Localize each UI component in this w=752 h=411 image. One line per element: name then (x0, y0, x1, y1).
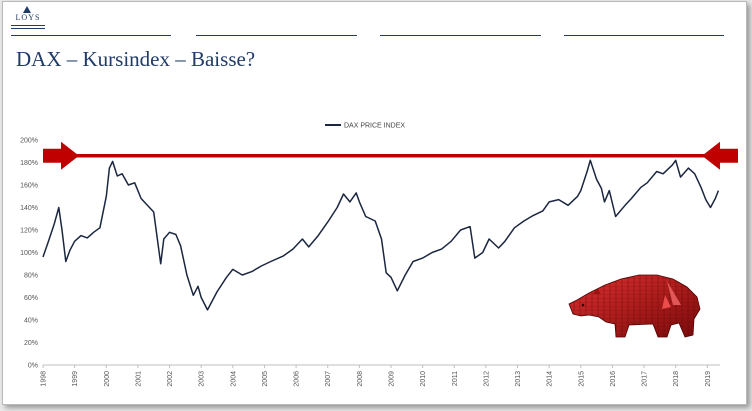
header-rule (564, 35, 724, 36)
slide: LOYS DAX – Kursindex – Baisse? 0% 20% 40% 6… (2, 1, 747, 405)
x-tick-label: 2010 (420, 371, 427, 387)
loys-logo: LOYS (10, 6, 46, 36)
x-tick-label: 2012 (483, 371, 490, 387)
x-tick-label: 2013 (515, 371, 522, 387)
y-tick-label: 140% (20, 205, 38, 212)
logo-line (11, 25, 45, 26)
series-line-dax (42, 159, 720, 311)
bear-icon (568, 274, 701, 338)
y-tick-label: 180% (20, 160, 38, 167)
y-tick-label: 200% (20, 138, 38, 145)
arrow-right-icon (702, 141, 738, 170)
x-tick-label: 2004 (230, 371, 237, 387)
x-tick-label: 2009 (388, 371, 395, 387)
x-tick-label: 2002 (167, 371, 174, 387)
dax-chart: 0% 20% 40% 60% 80% 100% 120% 140% 160% 180% 200% 1… (20, 123, 738, 387)
x-tick-label: 2006 (294, 371, 301, 387)
x-tick-label: 2019 (705, 371, 712, 387)
x-tick-label: 1999 (72, 371, 79, 387)
x-tick-label: 2011 (452, 371, 459, 386)
x-tick-label: 2016 (610, 371, 617, 387)
x-tick-label: 2007 (325, 371, 332, 387)
y-tick-label: 0% (28, 363, 38, 370)
header-rule (11, 35, 171, 36)
header-rule (196, 35, 357, 36)
slide-title: DAX – Kursindex – Baisse? (16, 47, 256, 71)
logo-line (11, 28, 45, 29)
header-rule (380, 35, 541, 36)
y-tick-label: 60% (24, 295, 38, 302)
x-tick-label: 2014 (547, 371, 554, 387)
logo-text: LOYS (15, 13, 41, 22)
y-tick-label: 20% (24, 340, 38, 347)
x-tick-label: 2001 (135, 371, 142, 387)
x-tick-label: 2008 (357, 371, 364, 387)
logo-triangle-icon (23, 6, 31, 13)
y-tick-label: 40% (24, 318, 38, 325)
x-tick-label: 2015 (578, 371, 585, 387)
y-tick-label: 160% (20, 183, 38, 190)
x-tick-label: 2000 (104, 371, 111, 387)
x-tick-label: 2018 (673, 371, 680, 387)
y-tick-label: 100% (20, 250, 38, 257)
x-tick-label: 2003 (199, 371, 206, 387)
arrow-left-icon (43, 141, 79, 170)
y-tick-label: 80% (24, 273, 38, 280)
y-tick-label: 120% (20, 228, 38, 235)
x-tick-label: 2005 (262, 371, 269, 387)
x-tick-label: 1998 (41, 371, 48, 387)
x-tick-label: 2017 (642, 371, 649, 387)
legend-label: DAX PRICE INDEX (344, 123, 405, 130)
